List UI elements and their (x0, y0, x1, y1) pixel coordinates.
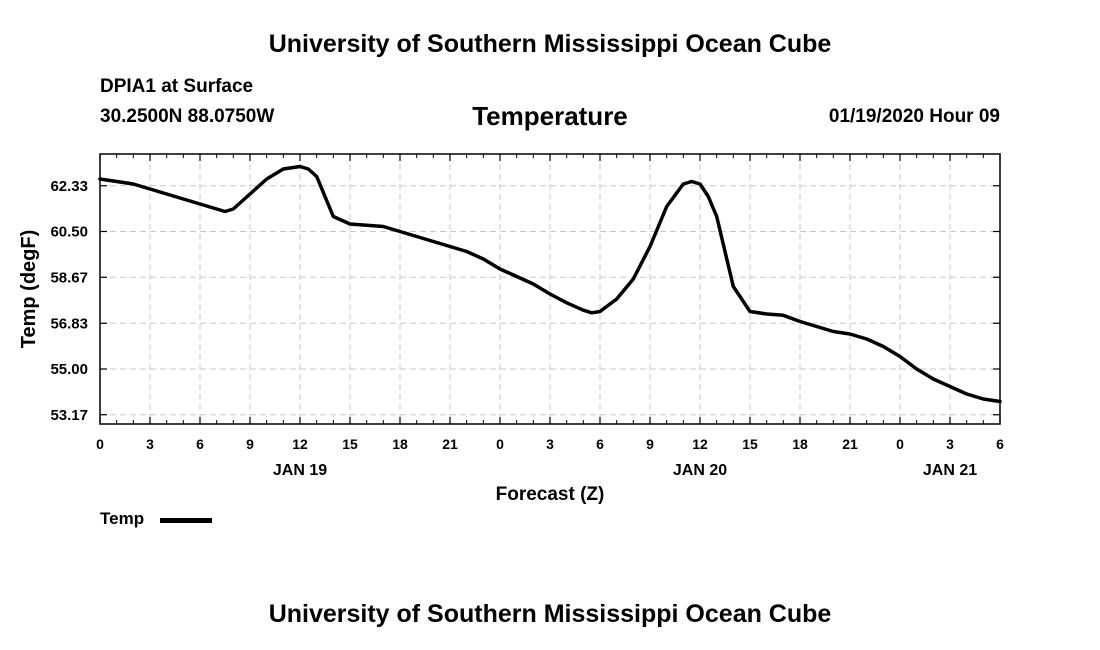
x-tick-label: 18 (392, 436, 408, 452)
legend-label: Temp (100, 509, 145, 528)
x-tick-label: 6 (596, 436, 604, 452)
valid-time: 01/19/2020 Hour 09 (828, 106, 1000, 127)
x-tick-label: 3 (946, 436, 954, 452)
y-tick-label: 55.00 (50, 361, 88, 378)
y-tick-label: 60.50 (50, 224, 88, 241)
chart-title: Temperature (472, 101, 628, 131)
x-tick-label: 9 (646, 436, 654, 452)
date-label: JAN 19 (273, 462, 327, 479)
top-title: University of Southern Mississippi Ocean… (268, 30, 832, 58)
y-tick-label: 62.33 (50, 178, 88, 195)
x-tick-label: 3 (546, 436, 554, 452)
grid (99, 154, 1001, 424)
x-tick-label: 12 (292, 436, 308, 452)
x-tick-label: 18 (792, 436, 808, 452)
x-axis-title: Forecast (Z) (496, 484, 605, 505)
x-tick-label: 15 (742, 436, 758, 452)
x-tick-label: 12 (692, 436, 708, 452)
x-tick-label: 3 (146, 436, 154, 452)
station-name: DPIA1 at Surface (100, 76, 254, 97)
x-tick-label: 15 (342, 436, 358, 452)
x-tick-label: 0 (896, 436, 904, 452)
x-tick-label: 9 (246, 436, 254, 452)
y-tick-label: 58.67 (50, 269, 88, 286)
series-line-temp (98, 164, 1002, 404)
x-tick-label: 0 (496, 436, 504, 452)
x-tick-label: 21 (842, 436, 858, 452)
y-axis-title: Temp (degF) (18, 230, 40, 349)
legend-swatch (160, 518, 212, 523)
y-tick-label: 53.17 (50, 407, 88, 424)
bottom-title: University of Southern Mississippi Ocean… (268, 600, 832, 628)
y-tick-label: 56.83 (50, 315, 88, 332)
date-label: JAN 20 (673, 462, 727, 479)
x-tick-label: 21 (442, 436, 458, 452)
plot-frame (99, 153, 1001, 425)
x-tick-label: 6 (996, 436, 1004, 452)
axis-labels: 62.33 60.50 58.67 56.83 55.00 53.17 0 3 6 9 12 15 18… (50, 178, 1004, 479)
series-layer (98, 164, 1002, 404)
station-coordinates: 30.2500N 88.0750W (100, 106, 275, 127)
x-tick-label: 6 (196, 436, 204, 452)
date-label: JAN 21 (923, 462, 977, 479)
x-tick-label: 0 (96, 436, 104, 452)
